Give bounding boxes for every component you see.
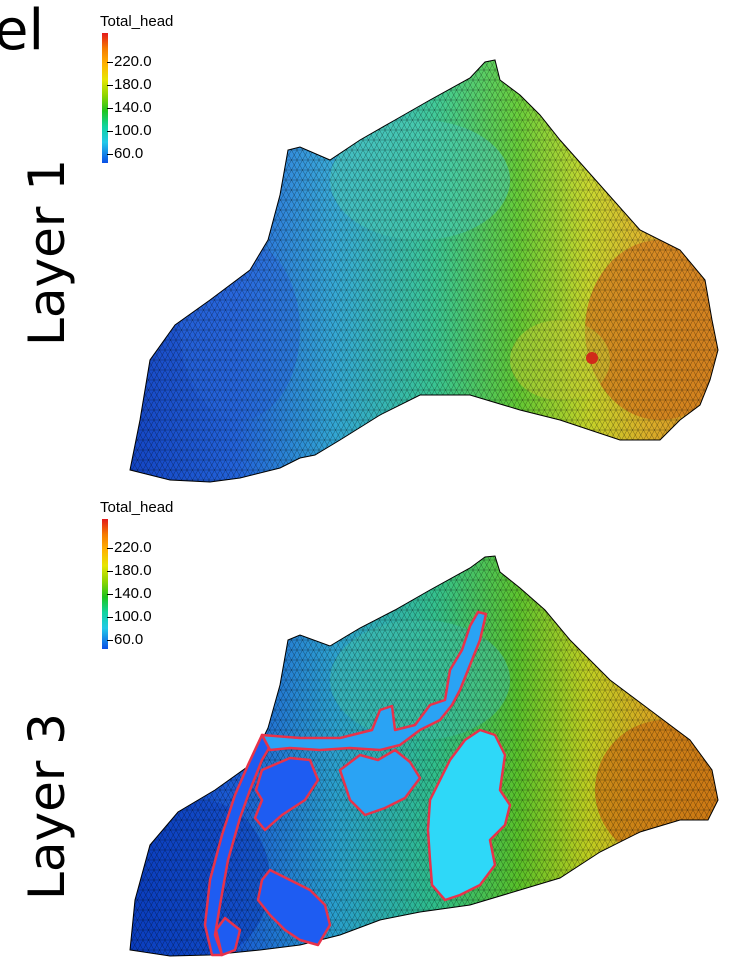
legend-tick: [107, 571, 113, 572]
legend-tick: [107, 640, 113, 641]
legend-layer-1: Total_head 220.0 180.0 140.0 100.0 60.0: [100, 14, 230, 164]
legend-layer-3: Total_head 220.0 180.0 140.0 100.0 60.0: [100, 500, 230, 650]
legend-label: 60.0: [114, 145, 144, 162]
legend-tick: [107, 62, 113, 63]
legend-tick: [107, 548, 113, 549]
legend-tick: [107, 617, 113, 618]
legend-label: 180.0: [114, 562, 152, 579]
zone-sw-pocket: [214, 916, 242, 957]
legend-label: 60.0: [114, 631, 144, 648]
legend-tick: [107, 594, 113, 595]
zone-upper-left: [253, 756, 320, 832]
legend-label: 140.0: [114, 99, 152, 116]
legend-color-bar: [102, 519, 108, 649]
legend-label: 220.0: [114, 539, 152, 556]
legend-label: 100.0: [114, 608, 152, 625]
zone-outlines: [203, 610, 512, 957]
legend-tick: [107, 131, 113, 132]
legend-color-bar: [102, 33, 108, 163]
zone-mid-left: [256, 868, 332, 947]
legend-label: 100.0: [114, 122, 152, 139]
legend-title: Total_head: [100, 499, 174, 516]
legend-label: 180.0: [114, 76, 152, 93]
legend-title: Total_head: [100, 13, 174, 30]
legend-label: 140.0: [114, 585, 152, 602]
legend-label: 220.0: [114, 53, 152, 70]
legend-tick: [107, 154, 113, 155]
legend-tick: [107, 85, 113, 86]
zone-east-body: [426, 728, 512, 902]
zone-channel: [260, 610, 488, 752]
zone-central-lake: [338, 748, 422, 817]
partial-title: el: [0, 0, 45, 63]
legend-tick: [107, 108, 113, 109]
